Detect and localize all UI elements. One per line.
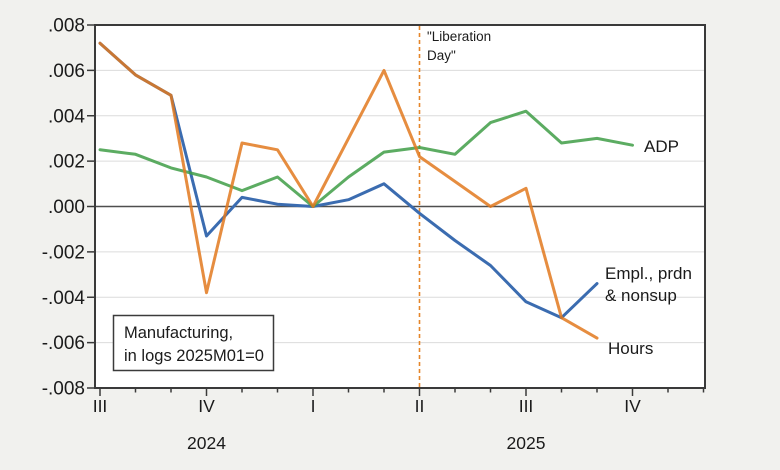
- y-tick-label: .004: [48, 106, 85, 127]
- y-tick-label: .006: [48, 61, 85, 82]
- x-quarter-label: III: [519, 396, 534, 416]
- y-tick-label: -.002: [42, 242, 85, 263]
- x-quarter-label: I: [311, 396, 316, 416]
- liberation-day-label: "Liberation Day": [427, 29, 491, 63]
- gridlines: [95, 69, 705, 344]
- annotation-box-border: [112, 314, 275, 372]
- series-lines: [98, 41, 634, 340]
- x-quarter-label: IV: [624, 396, 641, 416]
- y-tick-label: -.006: [42, 333, 85, 354]
- adp-line: [98, 109, 634, 208]
- empl-prdn-nonsup-line: [98, 41, 599, 320]
- empl-prdn-nonsup-label: Empl., prdn: [605, 264, 692, 283]
- hours-label: Hours: [608, 339, 653, 358]
- series-labels: ADP Empl., prdn & nonsup Hours: [605, 137, 692, 358]
- liberation-day-label-line2: Day": [427, 48, 456, 63]
- y-tick-label: .002: [48, 152, 85, 173]
- y-axis: .008 .006 .004 .002 .000 -.002 -.004 -.006 -.008: [42, 16, 95, 400]
- x-quarter-label: IV: [198, 396, 215, 416]
- y-tick-label: .008: [48, 16, 85, 37]
- y-tick-label: -.004: [42, 288, 86, 309]
- annotation-line1: Manufacturing,: [124, 324, 233, 342]
- annotation-box: Manufacturing, in logs 2025M01=0: [112, 314, 275, 372]
- x-year-label: 2025: [507, 433, 546, 453]
- hours-line: [98, 41, 599, 340]
- liberation-day-label-line1: "Liberation: [427, 29, 491, 44]
- adp-label: ADP: [644, 137, 679, 156]
- x-year-label: 2024: [187, 433, 226, 453]
- x-quarter-label: III: [93, 396, 108, 416]
- y-tick-label: -.008: [42, 379, 85, 400]
- annotation-line2: in logs 2025M01=0: [124, 347, 264, 365]
- y-tick-label: .000: [48, 197, 85, 218]
- empl-prdn-nonsup-label: & nonsup: [605, 286, 677, 305]
- x-quarter-label: II: [415, 396, 425, 416]
